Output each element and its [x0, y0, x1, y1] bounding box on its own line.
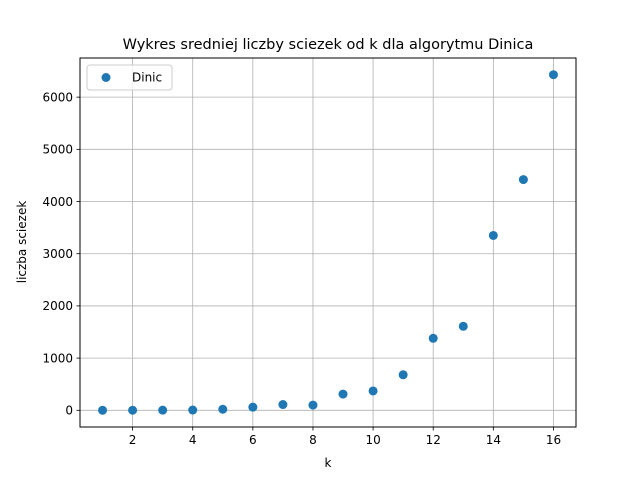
x-tick-label: 2 — [129, 433, 137, 447]
legend-marker — [101, 73, 111, 82]
data-point — [368, 386, 378, 396]
chart-title: Wykres sredniej liczby sciezek od k dla … — [123, 37, 534, 53]
plot-area-frame — [79, 57, 577, 428]
data-point — [158, 405, 168, 415]
y-tick-label: 6000 — [42, 90, 73, 104]
y-tick-label: 4000 — [42, 195, 73, 209]
data-point — [548, 70, 558, 80]
points-layer — [98, 70, 558, 415]
legend: Dinic — [86, 64, 173, 91]
x-tick-label: 14 — [486, 433, 501, 447]
data-point — [488, 230, 498, 240]
data-point — [308, 400, 318, 410]
y-tick-label: 0 — [65, 404, 73, 418]
legend-label-dinic: Dinic — [132, 71, 162, 85]
data-point — [218, 404, 228, 414]
x-axis-label: k — [325, 456, 332, 470]
y-axis-label: liczba sciezek — [15, 201, 29, 284]
x-tick-label: 16 — [546, 433, 561, 447]
y-tick-label: 3000 — [42, 247, 73, 261]
data-point — [188, 405, 198, 415]
y-tick-label: 2000 — [42, 299, 73, 313]
data-point — [398, 370, 408, 380]
data-point — [98, 405, 108, 415]
ticks-layer: 2 4 6 8 10 12 14 16 0 1000 2000 3000 4000 5000 6000 — [42, 90, 561, 447]
x-tick-label: 4 — [189, 433, 197, 447]
y-tick-label: 1000 — [42, 351, 73, 365]
x-tick-label: 10 — [365, 433, 380, 447]
data-point — [518, 175, 528, 185]
x-tick-label: 8 — [309, 433, 317, 447]
y-tick-label: 5000 — [42, 143, 73, 157]
x-tick-label: 12 — [426, 433, 441, 447]
data-point — [278, 400, 288, 410]
data-point — [248, 402, 258, 412]
legend-box — [86, 64, 173, 91]
x-tick-label: 6 — [249, 433, 257, 447]
data-point — [128, 405, 138, 415]
data-point — [428, 333, 438, 343]
data-point — [458, 321, 468, 331]
data-point — [338, 389, 348, 399]
